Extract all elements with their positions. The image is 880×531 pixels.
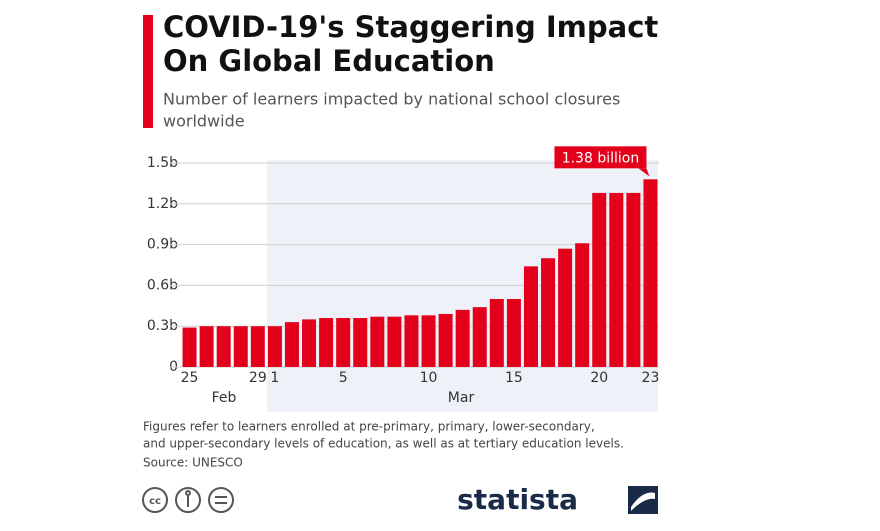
y-tick-label: 0.6b (147, 277, 178, 293)
value-label-box (554, 146, 647, 169)
x-tick-label: 29 (249, 370, 267, 386)
chart-subtitle: worldwide (163, 112, 245, 131)
bar (284, 322, 299, 367)
bar (182, 327, 197, 367)
bar (472, 307, 487, 367)
bar (558, 248, 573, 367)
x-group-label: Feb (212, 390, 237, 406)
bar (353, 318, 368, 367)
brand: statista (457, 483, 578, 516)
bar (370, 316, 385, 367)
bar (267, 326, 282, 367)
bar (575, 243, 590, 367)
bar (438, 313, 453, 367)
value-label-pointer (638, 168, 650, 177)
bar (541, 258, 556, 367)
bar (626, 192, 641, 367)
bar (336, 318, 351, 367)
bar (506, 299, 521, 367)
bar (455, 309, 470, 367)
note: and upper-secondary levels of education,… (143, 437, 624, 451)
y-tick-label: 0.9b (147, 237, 178, 253)
brand-logo-mark (631, 492, 655, 511)
bar (199, 326, 214, 367)
x-tick-label: 5 (339, 370, 348, 386)
cc-icon: cc (149, 496, 161, 507)
bar (233, 326, 248, 367)
source: Source: UNESCO (143, 456, 243, 470)
x-group-label: Mar (448, 390, 475, 406)
chart-subtitle: Number of learners impacted by national … (163, 90, 620, 109)
bar (250, 326, 265, 367)
bar (489, 299, 504, 367)
bar (404, 315, 419, 367)
bar (302, 319, 317, 367)
x-tick-label: 25 (181, 370, 199, 386)
y-tick-label: 1.5b (147, 155, 178, 171)
chart-title: COVID-19's Staggering Impact (163, 10, 658, 44)
chart-title: On Global Education (163, 44, 495, 78)
bar (216, 326, 231, 367)
bar (643, 179, 658, 367)
bar (421, 315, 436, 367)
x-tick-label: 1 (270, 370, 279, 386)
license-icons (142, 487, 234, 513)
x-tick-label: 20 (590, 370, 608, 386)
x-tick-label: 10 (420, 370, 438, 386)
y-tick-label: 1.2b (147, 196, 178, 212)
y-tick-label: 0.3b (147, 318, 178, 334)
bar (592, 192, 607, 367)
accent-bar (143, 15, 153, 128)
value-label: 1.38 billion (562, 150, 640, 166)
x-tick-label: 15 (505, 370, 523, 386)
x-tick-label: 23 (642, 370, 660, 386)
bar (523, 266, 538, 367)
bar (609, 192, 624, 367)
bar (319, 318, 334, 367)
note: Figures refer to learners enrolled at pr… (143, 420, 595, 434)
bar (387, 316, 402, 367)
